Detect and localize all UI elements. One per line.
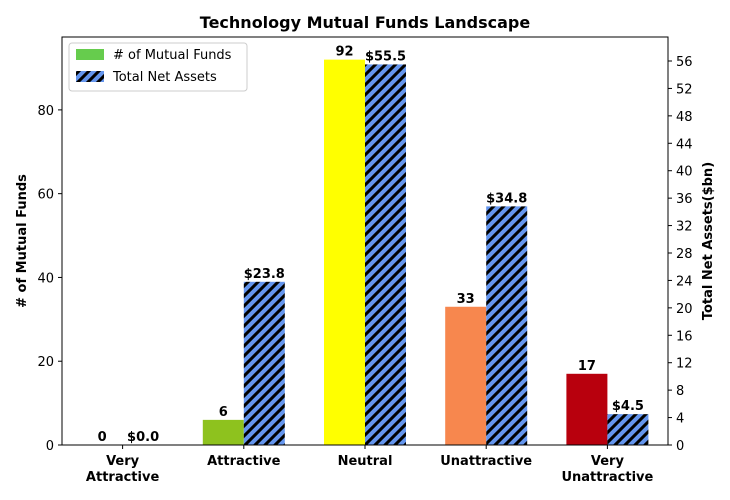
plot-area: 0 $0.0 Very Attractive 6 $23.8 Attractive 92 $55… — [15, 36, 716, 485]
legend-swatch-mutual-funds — [76, 49, 104, 60]
x-tick-label: Neutral — [338, 454, 393, 469]
y2-tick-label: 28 — [676, 247, 693, 262]
bar-total-net-assets — [486, 206, 528, 445]
data-label-mutual-funds: 17 — [578, 359, 596, 374]
data-label-total-net-assets: $55.5 — [365, 49, 406, 64]
x-tick-label: Attractive — [207, 454, 281, 469]
bar-mutual-funds — [566, 373, 608, 445]
y2-tick-label: 44 — [676, 137, 693, 152]
y2-tick-label: 56 — [676, 55, 693, 70]
legend-label-mutual-funds: # of Mutual Funds — [113, 48, 232, 63]
x-tick-label: Very Unattractive — [561, 454, 653, 485]
bar-mutual-funds — [445, 306, 487, 445]
y2-tick-label: 16 — [676, 329, 693, 344]
bar-total-net-assets — [607, 414, 649, 445]
data-label-mutual-funds: 33 — [457, 292, 475, 307]
y-tick-label: 60 — [37, 188, 54, 203]
data-label-total-net-assets: $4.5 — [612, 399, 644, 414]
chart-title: Technology Mutual Funds Landscape — [200, 13, 531, 32]
y2-tick-label: 48 — [676, 110, 693, 125]
plot-frame — [61, 36, 669, 446]
y2-tick-label: 0 — [676, 439, 684, 454]
y2-tick-label: 40 — [676, 165, 693, 180]
y2-tick-label: 12 — [676, 357, 693, 372]
y2-axis-label: Total Net Assets($bn) — [701, 162, 716, 320]
x-tick-label: Very Attractive — [86, 454, 160, 485]
y2-tick-label: 32 — [676, 220, 693, 235]
bar-total-net-assets — [365, 64, 406, 445]
data-label-total-net-assets: $23.8 — [244, 267, 285, 282]
data-label-mutual-funds: 92 — [335, 45, 353, 60]
legend-swatch-total-net-assets — [76, 71, 104, 82]
y2-tick-label: 8 — [676, 384, 684, 399]
data-label-mutual-funds: 0 — [98, 430, 107, 445]
data-label-total-net-assets: $34.8 — [486, 191, 527, 206]
y2-tick-label: 24 — [676, 274, 693, 289]
x-tick-label: Unattractive — [440, 454, 532, 469]
bar-total-net-assets — [243, 281, 285, 445]
y-tick-label: 80 — [37, 104, 54, 119]
legend: # of Mutual Funds Total Net Assets — [68, 42, 248, 92]
legend-box — [68, 42, 248, 92]
y2-tick-label: 4 — [676, 412, 684, 427]
data-label-total-net-assets: $0.0 — [127, 430, 159, 445]
y-tick-label: 40 — [37, 271, 54, 286]
y-axis-label: # of Mutual Funds — [15, 174, 30, 308]
y-tick-label: 0 — [46, 439, 54, 454]
legend-label-total-net-assets: Total Net Assets — [112, 70, 217, 85]
bar-mutual-funds — [324, 59, 365, 446]
y-tick-label: 20 — [37, 355, 54, 370]
bar-mutual-funds — [202, 419, 244, 445]
data-label-mutual-funds: 6 — [219, 405, 228, 420]
y2-tick-label: 52 — [676, 82, 693, 97]
y2-tick-label: 20 — [676, 302, 693, 317]
y2-tick-label: 36 — [676, 192, 693, 207]
